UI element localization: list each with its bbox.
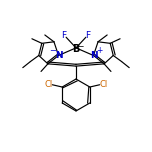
Text: +: + xyxy=(96,46,103,55)
Text: F: F xyxy=(86,31,91,40)
Text: Cl: Cl xyxy=(44,80,53,89)
Text: Cl: Cl xyxy=(99,80,108,89)
Text: N: N xyxy=(55,51,62,60)
Text: B: B xyxy=(72,44,80,54)
Text: N: N xyxy=(90,51,97,60)
Text: −: − xyxy=(49,46,56,55)
Text: −: − xyxy=(77,42,84,51)
Text: F: F xyxy=(61,31,66,40)
